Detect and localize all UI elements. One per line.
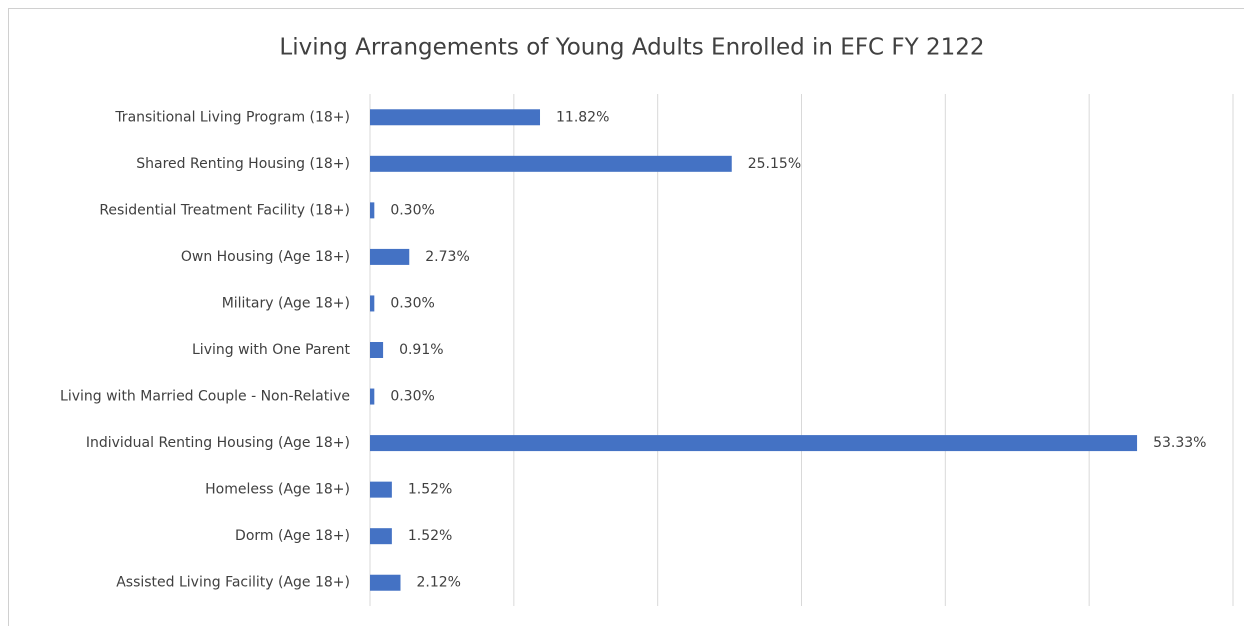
y-tick-label: Living with Married Couple - Non-Relativ… [60, 389, 350, 405]
chart-title: Living Arrangements of Young Adults Enro… [279, 35, 984, 61]
data-label: 11.82% [556, 109, 609, 125]
bar [370, 109, 541, 126]
data-label: 25.15% [748, 156, 801, 172]
data-label: 0.30% [390, 389, 434, 405]
bar [370, 295, 375, 312]
bar [370, 481, 392, 498]
bar [370, 155, 732, 172]
data-label: 2.73% [425, 249, 469, 265]
y-tick-label: Shared Renting Housing (18+) [136, 156, 350, 172]
data-label: 0.30% [390, 202, 434, 218]
bar [370, 528, 392, 545]
bar [370, 202, 375, 219]
data-label: 1.52% [408, 482, 452, 498]
y-tick-label: Own Housing (Age 18+) [181, 249, 350, 265]
y-tick-label: Transitional Living Program (18+) [114, 109, 350, 125]
y-tick-label: Residential Treatment Facility (18+) [99, 202, 350, 218]
y-tick-label: Assisted Living Facility (Age 18+) [116, 575, 350, 591]
y-tick-label: Homeless (Age 18+) [205, 482, 350, 498]
bar [370, 574, 401, 591]
chart-frame [8, 8, 1244, 626]
data-label: 0.30% [390, 295, 434, 311]
bar [370, 342, 384, 358]
y-tick-label: Individual Renting Housing (Age 18+) [86, 435, 350, 451]
y-tick-label: Living with One Parent [192, 342, 351, 358]
data-label: 0.91% [399, 342, 443, 358]
data-label: 53.33% [1153, 435, 1206, 451]
bar [370, 435, 1138, 452]
bar [370, 248, 410, 265]
data-label: 2.12% [416, 575, 460, 591]
bar [370, 388, 375, 405]
y-tick-label: Dorm (Age 18+) [235, 528, 350, 544]
y-tick-label: Military (Age 18+) [222, 295, 350, 311]
data-label: 1.52% [408, 528, 452, 544]
